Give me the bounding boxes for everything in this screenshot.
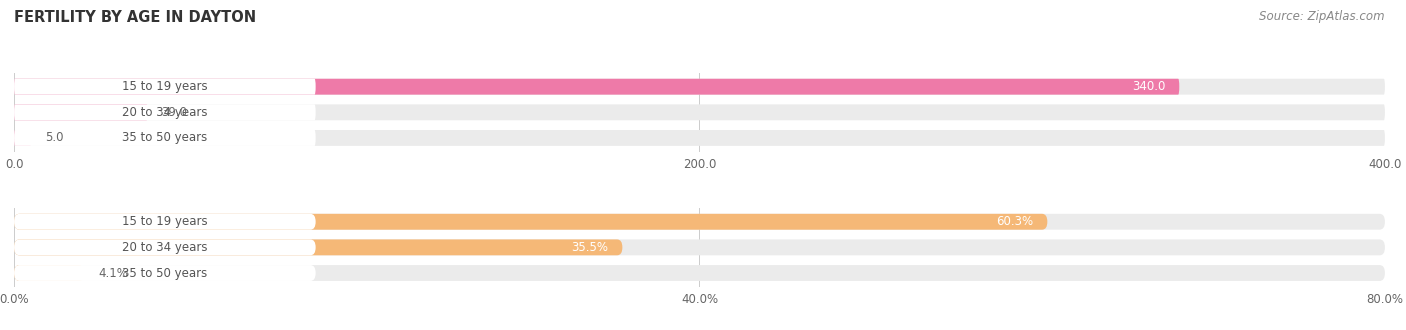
Text: 15 to 19 years: 15 to 19 years (122, 80, 208, 93)
FancyBboxPatch shape (14, 240, 1385, 255)
Text: FERTILITY BY AGE IN DAYTON: FERTILITY BY AGE IN DAYTON (14, 10, 256, 25)
Text: Source: ZipAtlas.com: Source: ZipAtlas.com (1260, 10, 1385, 23)
FancyBboxPatch shape (14, 104, 315, 120)
Text: 340.0: 340.0 (1132, 80, 1166, 93)
FancyBboxPatch shape (14, 214, 1385, 230)
FancyBboxPatch shape (14, 265, 84, 281)
Text: 5.0: 5.0 (45, 131, 63, 145)
FancyBboxPatch shape (14, 214, 316, 230)
Text: 20 to 34 years: 20 to 34 years (122, 241, 208, 254)
FancyBboxPatch shape (14, 265, 316, 281)
FancyBboxPatch shape (14, 130, 1385, 146)
FancyBboxPatch shape (14, 104, 148, 120)
FancyBboxPatch shape (14, 265, 1385, 281)
Text: 60.3%: 60.3% (997, 215, 1033, 228)
FancyBboxPatch shape (14, 79, 315, 95)
FancyBboxPatch shape (14, 79, 1385, 95)
Text: 15 to 19 years: 15 to 19 years (122, 215, 208, 228)
Text: 4.1%: 4.1% (98, 267, 128, 280)
Text: 35.5%: 35.5% (572, 241, 609, 254)
FancyBboxPatch shape (14, 130, 31, 146)
FancyBboxPatch shape (14, 240, 316, 255)
Text: 20 to 34 years: 20 to 34 years (122, 106, 208, 119)
FancyBboxPatch shape (14, 104, 1385, 120)
FancyBboxPatch shape (14, 214, 1047, 230)
Text: 35 to 50 years: 35 to 50 years (122, 267, 208, 280)
FancyBboxPatch shape (14, 79, 1180, 95)
Text: 39.0: 39.0 (162, 106, 187, 119)
Text: 35 to 50 years: 35 to 50 years (122, 131, 208, 145)
FancyBboxPatch shape (14, 130, 315, 146)
FancyBboxPatch shape (14, 240, 623, 255)
